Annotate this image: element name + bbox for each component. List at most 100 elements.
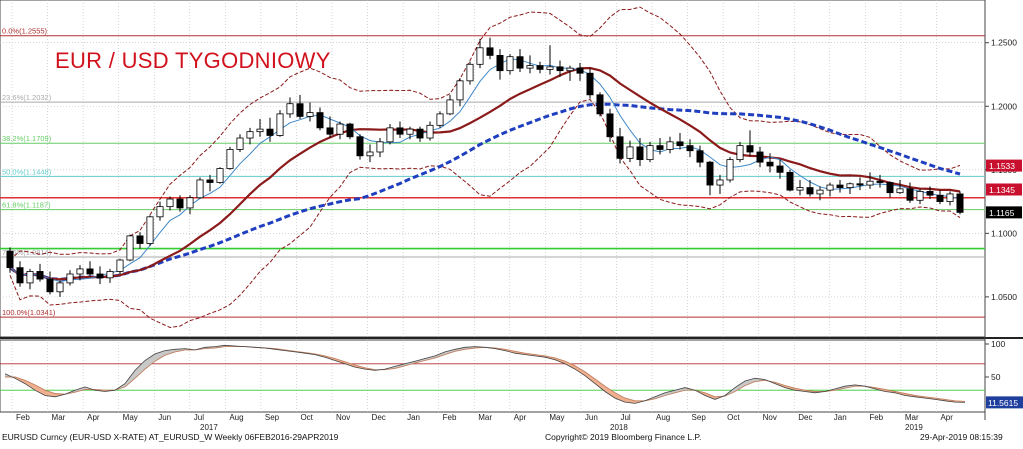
candle-body: [576, 67, 584, 74]
oscillator-fill-segment: [605, 386, 615, 399]
candle-body: [116, 259, 124, 272]
oscillator-signal-line: [5, 346, 966, 402]
fibonacci-level-label: 23.6%(1.2032): [2, 93, 52, 102]
month-tick-label: Jan: [407, 413, 420, 422]
month-tick-label: Feb: [443, 413, 457, 422]
oscillator-fill-segment: [335, 358, 345, 364]
oscillator-fill-segment: [555, 357, 565, 364]
candle-body: [426, 124, 434, 139]
candle-body: [886, 182, 894, 194]
candle-body: [616, 136, 624, 159]
candle-body: [126, 235, 134, 261]
candle-body: [266, 128, 274, 136]
candle-body: [356, 136, 364, 157]
candle-body: [686, 145, 694, 152]
oscillator-fill-segment: [345, 361, 355, 368]
candle-body: [596, 94, 604, 115]
month-tick-label: Apr: [940, 413, 953, 422]
candle-body: [556, 66, 564, 72]
candle-body: [416, 128, 424, 139]
month-tick-label: Dec: [798, 413, 812, 422]
candle-body: [236, 137, 244, 150]
candle-body: [816, 189, 824, 195]
oscillator-fill-segment: [405, 361, 415, 366]
candle-body: [276, 113, 284, 136]
oscillator-line: [4, 344, 966, 404]
candle-body: [626, 146, 634, 159]
candle-body: [386, 127, 394, 143]
price-label-text: 1.1165: [989, 208, 1015, 218]
oscillator-fill-segment: [595, 378, 605, 392]
candle-body: [846, 183, 854, 188]
candle-body: [376, 141, 384, 153]
month-tick-label: Jul: [620, 413, 630, 422]
candle-body: [946, 193, 954, 202]
price-label-box: [986, 183, 1022, 196]
candle-body: [726, 159, 734, 181]
candle-body: [506, 56, 514, 72]
oscillator-fill-segment: [145, 353, 155, 370]
candle-body: [656, 145, 664, 150]
month-tick-label: Nov: [763, 413, 777, 422]
candle-body: [956, 193, 964, 213]
candle-body: [186, 197, 194, 209]
candle-body: [6, 250, 14, 269]
oscillator-value-label: 11.5615: [988, 398, 1018, 408]
oscillator-fill-segment: [25, 380, 35, 391]
oscillator-fill-segment: [735, 380, 745, 392]
candle-body: [16, 267, 24, 284]
moving-average-slow: [9, 66, 961, 281]
oscillator-tick-label: 100: [991, 339, 1005, 349]
month-tick-label: Oct: [300, 413, 313, 422]
month-tick-label: Jan: [834, 413, 847, 422]
month-tick-label: Feb: [16, 413, 30, 422]
candle-body: [396, 127, 404, 135]
year-tick-label: 2018: [610, 423, 628, 432]
candle-body: [836, 184, 844, 188]
candle-body: [96, 273, 104, 279]
candle-body: [906, 188, 914, 201]
month-tick-label: Sep: [265, 413, 280, 422]
oscillator-fill-segment: [705, 392, 715, 400]
candle-body: [796, 187, 804, 191]
candle-body: [746, 145, 754, 153]
candle-body: [486, 47, 494, 56]
candle-body: [676, 141, 684, 147]
moving-average-long: [9, 102, 961, 281]
candle-body: [606, 113, 614, 138]
oscillator-fill-segment: [585, 371, 595, 384]
price-label-box: [986, 206, 1022, 219]
candle-body: [896, 188, 904, 194]
oscillator-fill-segment: [425, 355, 435, 361]
candle-body: [326, 127, 334, 135]
candle-body: [806, 187, 814, 195]
month-tick-label: Jun: [158, 413, 171, 422]
month-tick-label: Mar: [905, 413, 919, 422]
month-tick-label: Mar: [52, 413, 66, 422]
candle-body: [916, 190, 924, 201]
month-tick-label: Apr: [514, 413, 527, 422]
candle-body: [856, 183, 864, 186]
candle-body: [216, 168, 224, 183]
candle-body: [66, 273, 74, 284]
month-tick-label: Feb: [869, 413, 883, 422]
fibonacci-level-label: 100.0%(1.0341): [2, 308, 56, 317]
month-tick-label: Dec: [372, 413, 386, 422]
oscillator-fill-segment: [455, 347, 465, 352]
oscillator-fill-segment: [415, 358, 425, 364]
candle-body: [346, 123, 354, 138]
oscillator-fill-segment: [655, 392, 665, 399]
chart-title: EUR / USD TYGODNIOWY: [55, 48, 331, 73]
candle-body: [316, 112, 324, 129]
oscillator-fill-segment: [615, 392, 625, 403]
candle-body: [766, 161, 774, 167]
y-tick-label: 1.0500: [991, 292, 1017, 302]
oscillator-fill-segment: [785, 385, 795, 391]
y-tick-label: 1.2000: [991, 101, 1017, 111]
oscillator-fill-segment: [445, 349, 455, 355]
oscillator-fill-segment: [165, 349, 175, 356]
candle-body: [306, 112, 314, 117]
y-tick-label: 1.1000: [991, 228, 1017, 238]
candle-body: [26, 271, 34, 284]
